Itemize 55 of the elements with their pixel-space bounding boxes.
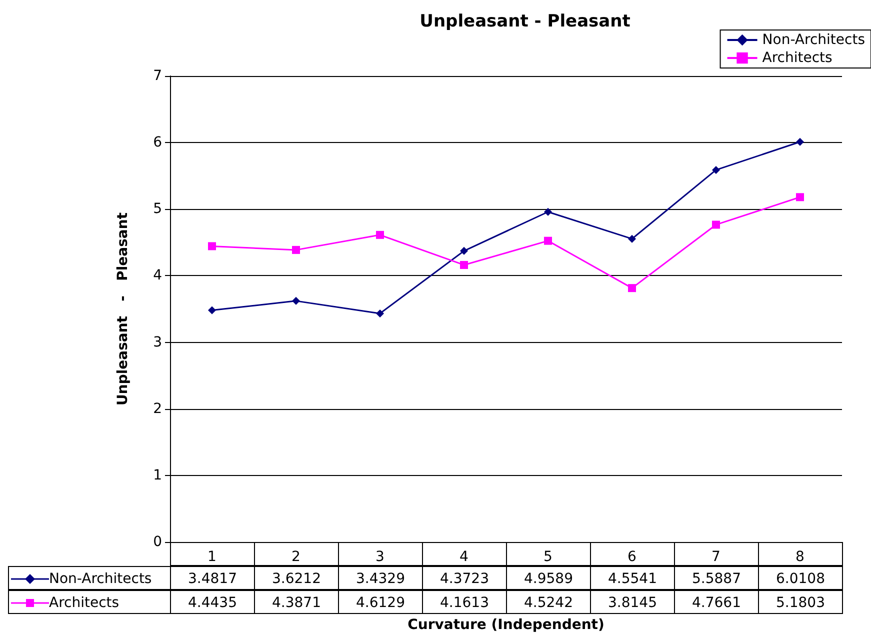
point bbox=[796, 138, 804, 146]
point bbox=[376, 309, 384, 318]
y-tick-label: 4 bbox=[153, 268, 162, 284]
x-tick-label: 8 bbox=[796, 549, 804, 565]
data-label: 4.3871 bbox=[254, 590, 339, 614]
point bbox=[292, 246, 300, 254]
legend-label: Architects bbox=[762, 50, 832, 66]
data-label: 4.3723 bbox=[422, 566, 507, 590]
data-label: 4.6129 bbox=[338, 590, 423, 614]
data-label: 5.5887 bbox=[674, 566, 759, 590]
x-tick-label: 2 bbox=[292, 549, 300, 565]
data-label: 4.4435 bbox=[170, 590, 255, 614]
x-tick-label: 7 bbox=[712, 549, 720, 565]
x-tick-label: 4 bbox=[460, 549, 469, 565]
point bbox=[208, 306, 216, 314]
x-tick-label: 5 bbox=[544, 549, 552, 565]
data-label: 4.9589 bbox=[506, 566, 591, 590]
data-label: 3.8145 bbox=[590, 590, 675, 614]
data-label: 6.0108 bbox=[758, 566, 843, 590]
point bbox=[544, 208, 552, 216]
x-tick-label: 3 bbox=[376, 549, 384, 565]
point bbox=[376, 230, 384, 239]
data-label: 5.1803 bbox=[758, 590, 843, 614]
chart-title: Unpleasant - Pleasant bbox=[420, 12, 630, 32]
y-tick-label: 1 bbox=[153, 467, 162, 484]
point bbox=[796, 193, 804, 202]
point bbox=[460, 260, 468, 269]
y-tick-label: 0 bbox=[153, 534, 162, 550]
x-axis-title: Curvature (Independent) bbox=[406, 617, 606, 633]
data-label: 4.7661 bbox=[674, 590, 759, 614]
point bbox=[292, 296, 300, 305]
point bbox=[460, 246, 468, 255]
point bbox=[208, 242, 216, 250]
y-tick-label: 5 bbox=[153, 201, 162, 218]
x-tick-label: 1 bbox=[208, 549, 216, 565]
data-label: 4.5242 bbox=[506, 590, 591, 614]
x-tick-label: 6 bbox=[628, 549, 637, 565]
legend-label: Non-Architects bbox=[762, 32, 866, 48]
point bbox=[712, 220, 720, 229]
data-label: 4.1613 bbox=[422, 590, 507, 614]
point bbox=[712, 166, 720, 174]
text: Non-Architects bbox=[49, 571, 152, 587]
data-label: 4.5541 bbox=[590, 566, 675, 590]
point bbox=[628, 284, 636, 292]
data-label: 3.4329 bbox=[338, 566, 423, 590]
text: Architects bbox=[49, 595, 120, 611]
y-tick-label: 7 bbox=[153, 68, 162, 84]
point bbox=[628, 234, 636, 243]
y-axis-title: Unpleasant - Pleasant bbox=[115, 212, 131, 406]
data-label: 3.4817 bbox=[170, 566, 255, 590]
data-label: 3.6212 bbox=[254, 566, 339, 590]
y-tick-label: 2 bbox=[153, 400, 162, 417]
point bbox=[544, 236, 552, 245]
y-tick-label: 3 bbox=[153, 334, 162, 350]
y-tick-label: 6 bbox=[153, 134, 162, 151]
